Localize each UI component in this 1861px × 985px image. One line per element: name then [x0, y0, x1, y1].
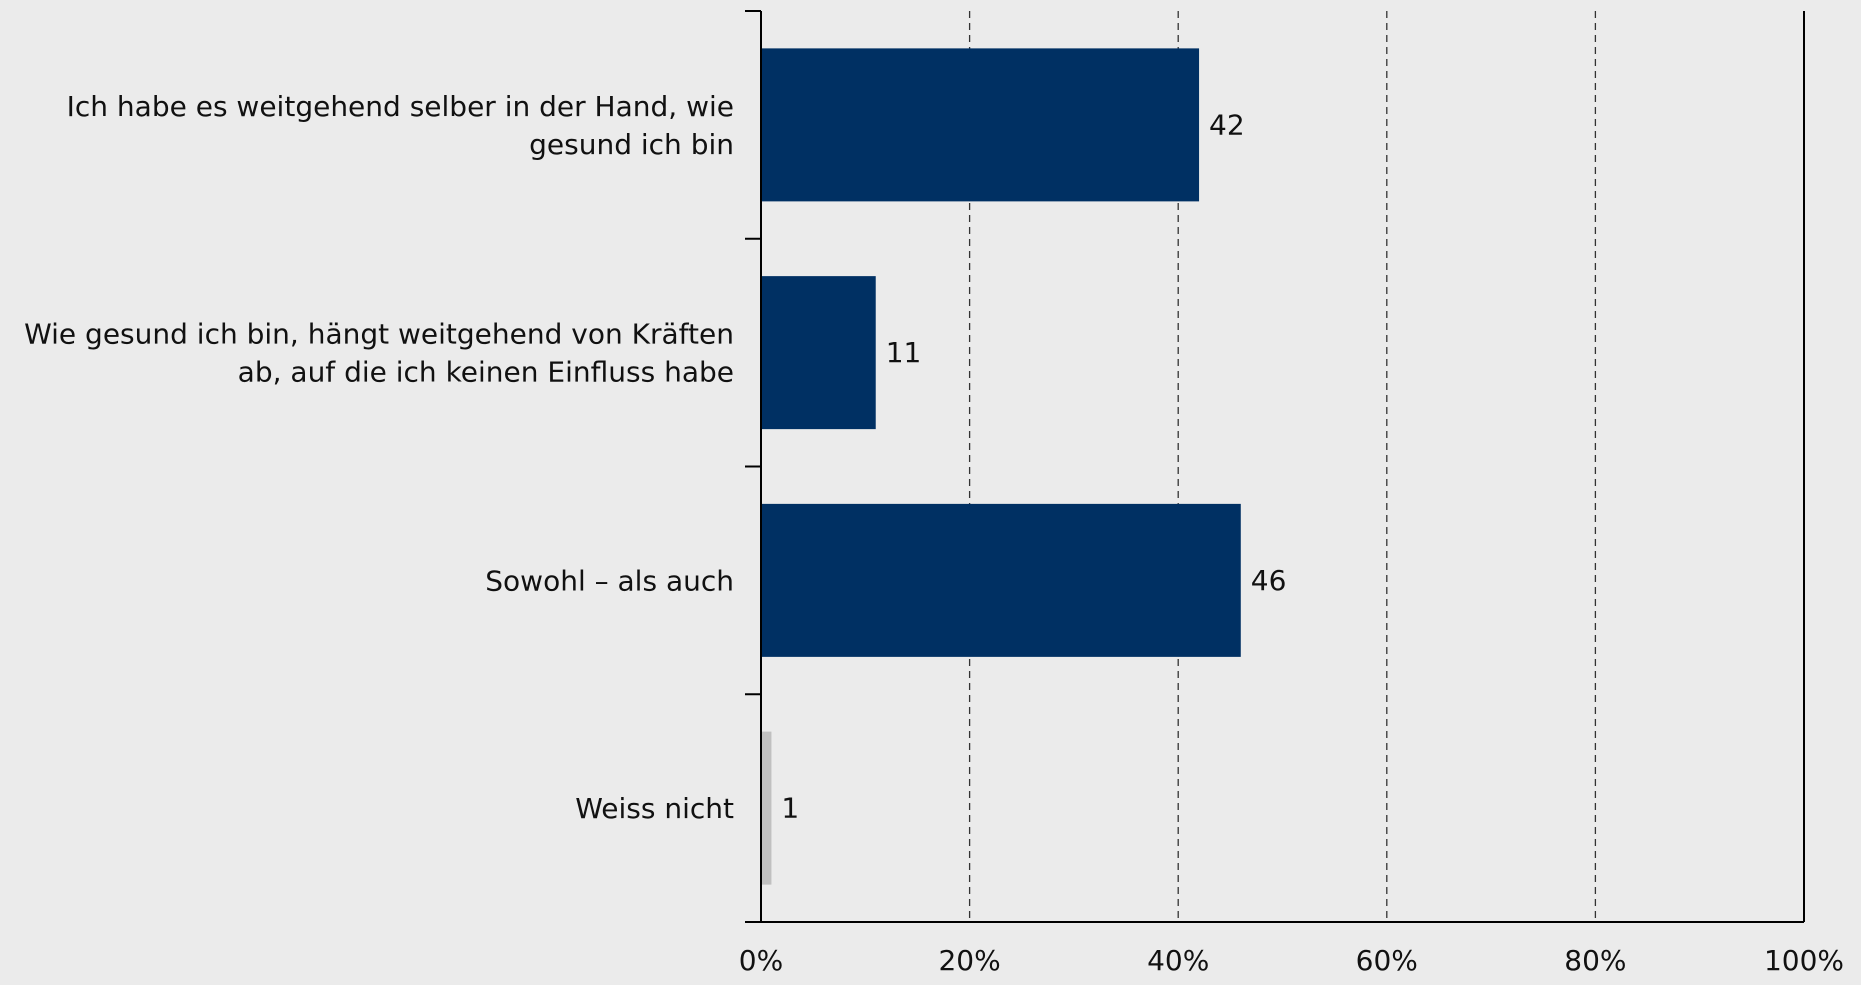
x-tick-label-60: 60% [1356, 944, 1418, 977]
axes [745, 10, 1805, 923]
value-label-2: 11 [886, 336, 922, 369]
x-tick-label-40: 40% [1147, 944, 1209, 977]
category-label-2: Wie gesund ich bin, hängt weitgehend von… [24, 317, 734, 388]
category-label-4: Weiss nicht [575, 792, 734, 825]
value-label-1: 42 [1209, 108, 1245, 141]
x-tick-label-80: 80% [1564, 944, 1626, 977]
bar-1 [761, 48, 1200, 202]
category-label-3: Sowohl – als auch [485, 564, 734, 597]
bar-4 [761, 731, 772, 885]
gridlines [968, 11, 1597, 922]
bar-3 [761, 503, 1241, 657]
value-label-3: 46 [1251, 564, 1287, 597]
category-label-1: Ich habe es weitgehend selber in der Han… [67, 89, 734, 160]
bar-2 [761, 276, 876, 430]
x-tick-label-100: 100% [1764, 944, 1844, 977]
x-tick-label-20: 20% [938, 944, 1000, 977]
value-label-4: 1 [781, 792, 799, 825]
x-tick-label-0: 0% [739, 944, 783, 977]
bars [761, 48, 1241, 885]
labels: 42 Ich habe es weitgehend selber in der H… [24, 89, 1844, 977]
